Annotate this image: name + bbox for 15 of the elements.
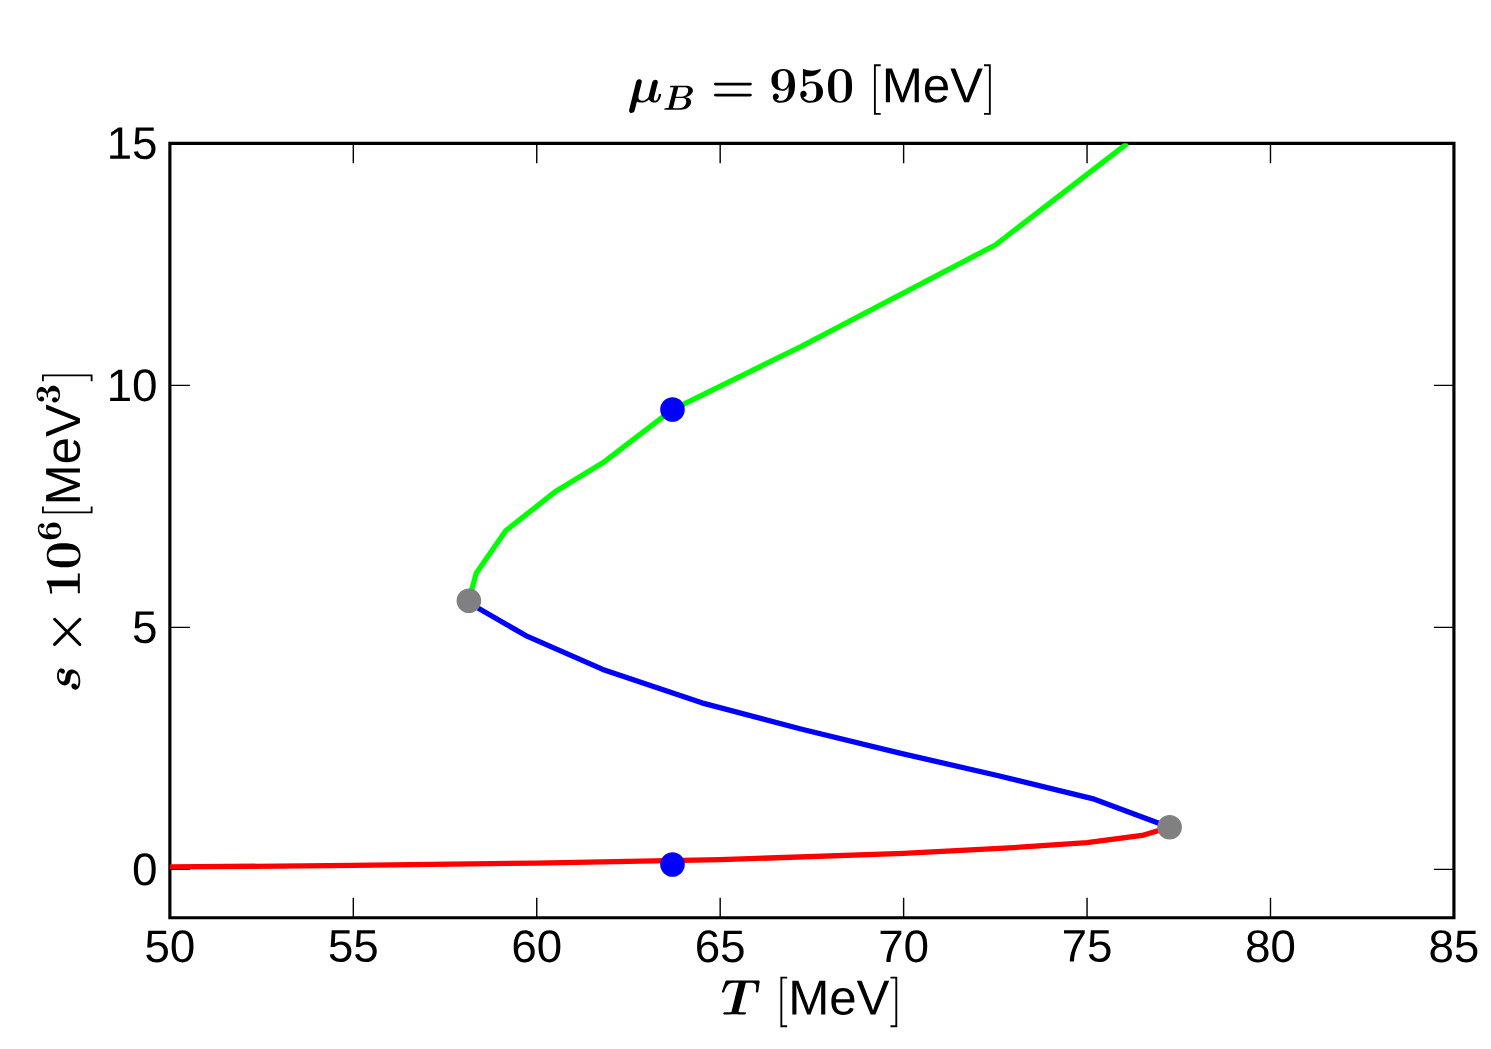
y-tick-label: 10 <box>110 369 156 402</box>
x-tick-label: 50 <box>146 930 194 963</box>
y-tick-label: 15 <box>110 127 156 160</box>
x-tick-label: 80 <box>1247 930 1295 963</box>
chart-title: $\boldsymbol{\mu_B = 950}\ [\mathrm{MeV}]$ <box>629 64 991 115</box>
x-tick-label: 85 <box>1430 930 1478 963</box>
x-tick-label: 65 <box>697 930 744 963</box>
x-tick-label: 70 <box>880 930 928 963</box>
x-tick-label: 60 <box>513 930 561 963</box>
y-axis-title: $\boldsymbol{s\times 10^{6}}[\mathrm{MeV}^{\boldsymbol{3}}]$ <box>36 374 93 690</box>
y-tick-label: 5 <box>133 611 156 644</box>
y-tick-label: 0 <box>133 853 156 886</box>
x-axis-title: $\boldsymbol{T}\ [\mathrm{MeV}]$ <box>721 976 898 1028</box>
x-tick-label: 75 <box>1064 930 1111 962</box>
x-tick-label: 55 <box>329 930 377 962</box>
